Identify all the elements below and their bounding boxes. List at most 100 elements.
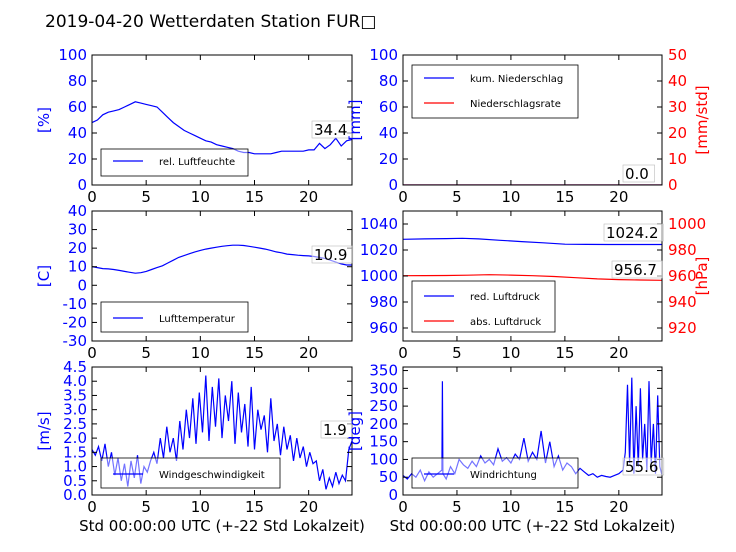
axes-frame-precipitation — [402, 54, 663, 186]
x-tick-label: 20 — [609, 344, 628, 362]
series-line-humidity-0 — [92, 101, 352, 155]
y-tick-label: 0.5 — [63, 472, 87, 490]
x-tick-label: 0 — [398, 498, 408, 516]
y-tick-label: 250 — [369, 397, 398, 415]
y2-tick-label: 0 — [668, 176, 678, 194]
y-tick-label: 50 — [379, 468, 398, 486]
y2-tick-label: 40 — [668, 72, 687, 90]
y-tick-label: 40 — [68, 124, 87, 142]
figure-title: 2019-04-20 Wetterdaten Station FUR□ — [45, 12, 376, 32]
x-axis-label: Std 00:00:00 UTC (+-22 Std Lokalzeit) — [79, 517, 365, 535]
y-tick-label: 200 — [369, 415, 398, 433]
y2-tick-label: 20 — [668, 124, 687, 142]
y-tick-label: 4.5 — [63, 358, 87, 376]
y-tick-label: 80 — [379, 72, 398, 90]
y2-tick-label: 960 — [668, 267, 697, 285]
y-tick-label: 0.0 — [63, 486, 87, 504]
y2-tick-label: 920 — [668, 319, 697, 337]
y2-tick-label: 30 — [668, 98, 687, 116]
x-tick-label: 15 — [245, 188, 264, 206]
x-tick-label: 20 — [609, 188, 628, 206]
y-tick-label: 0 — [77, 176, 87, 194]
y2-tick-label: 50 — [668, 46, 687, 64]
y-tick-label: 40 — [68, 202, 87, 220]
y-tick-label: 20 — [379, 150, 398, 168]
y-tick-label: 0 — [77, 276, 87, 294]
x-tick-label: 5 — [141, 498, 151, 516]
x-tick-label: 10 — [191, 344, 210, 362]
legend-entry-label: Windgeschwindigkeit — [159, 470, 265, 481]
x-tick-label: 0 — [398, 188, 408, 206]
x-tick-label: 20 — [299, 188, 318, 206]
x-tick-label: 0 — [87, 344, 97, 362]
y2-tick-label: 10 — [668, 150, 687, 168]
x-tick-label: 10 — [191, 498, 210, 516]
legend-box-humidity — [100, 148, 249, 177]
y-tick-label: 80 — [68, 72, 87, 90]
y-tick-label: 1020 — [360, 241, 398, 259]
y-tick-label: 100 — [369, 46, 398, 64]
value-annotation-box — [320, 420, 353, 439]
value-annotation: 1024.2 — [606, 224, 659, 242]
y2-axis-label: [hPa] — [693, 257, 711, 296]
legend-box-windspeed — [100, 457, 281, 489]
x-tick-label: 5 — [141, 188, 151, 206]
y-tick-label: 100 — [369, 450, 398, 468]
panel-precipitation: 0 5 10 15 20 0 20 40 60 80 100 0 10 20 30 40 50 [mm] [mm/s… — [346, 46, 711, 206]
y-tick-label: 100 — [58, 46, 87, 64]
axes-frame-humidity — [91, 54, 353, 186]
y-tick-label: 960 — [369, 319, 398, 337]
x-tick-label: 5 — [452, 188, 462, 206]
y-axis-label: [deg] — [346, 411, 364, 451]
x-tick-label: 5 — [452, 498, 462, 516]
y-tick-label: 300 — [369, 379, 398, 397]
x-tick-label: 5 — [452, 344, 462, 362]
y-tick-label: 0 — [388, 486, 398, 504]
x-tick-label: 15 — [555, 498, 574, 516]
x-tick-label: 0 — [87, 498, 97, 516]
value-annotation: 1.9 — [323, 421, 347, 439]
y-tick-label: 30 — [68, 221, 87, 239]
series-line-windspeed-0 — [92, 375, 352, 490]
value-annotation-box — [311, 120, 354, 139]
y-tick-label: -10 — [63, 295, 88, 313]
y-tick-label: 40 — [379, 124, 398, 142]
legend-box-pressure — [411, 280, 556, 333]
x-tick-label: 20 — [299, 498, 318, 516]
y-axis-label: [mm] — [346, 100, 364, 141]
y-tick-label: 1.5 — [63, 443, 87, 461]
x-tick-label: 0 — [87, 188, 97, 206]
value-annotation: 956.7 — [614, 261, 657, 279]
x-tick-label: 15 — [245, 344, 264, 362]
value-annotation: 0.0 — [625, 165, 649, 183]
axes-frame-temperature — [91, 210, 353, 342]
y-tick-label: 980 — [369, 293, 398, 311]
series-line-pressure-1 — [403, 274, 662, 281]
x-tick-label: 10 — [501, 188, 520, 206]
y-tick-label: 20 — [68, 150, 87, 168]
legend-box-precipitation — [411, 64, 579, 119]
legend-box-winddirection — [411, 457, 579, 489]
axes-frame-winddirection — [402, 366, 663, 496]
value-annotation-box — [603, 223, 664, 242]
y-tick-label: -30 — [63, 332, 88, 350]
y-tick-label: 60 — [68, 98, 87, 116]
x-tick-label: 15 — [245, 498, 264, 516]
y-tick-label: 20 — [68, 239, 87, 257]
x-tick-label: 10 — [501, 344, 520, 362]
y-axis-label: [C] — [35, 265, 53, 287]
value-annotation-box — [622, 164, 655, 183]
x-tick-label: 20 — [609, 498, 628, 516]
x-tick-label: 5 — [141, 344, 151, 362]
panel-humidity: 0 5 10 15 20 0 20 40 60 80 100 [%] rel. Luftfeuchte 3… — [35, 46, 354, 206]
series-line-pressure-0 — [403, 237, 662, 246]
y-tick-label: 1.0 — [63, 458, 87, 476]
y2-axis-label: [mm/std] — [693, 85, 711, 154]
y2-tick-label: 980 — [668, 241, 697, 259]
value-annotation: 10.9 — [314, 246, 347, 264]
series-line-temperature-0 — [92, 244, 352, 274]
series-line-winddirection-0 — [403, 377, 662, 483]
legend-entry-label: Lufttemperatur — [159, 314, 236, 325]
panel-temperature: 0 5 10 15 20-30-20-10010203040[C]Lufttempera… — [35, 202, 354, 362]
